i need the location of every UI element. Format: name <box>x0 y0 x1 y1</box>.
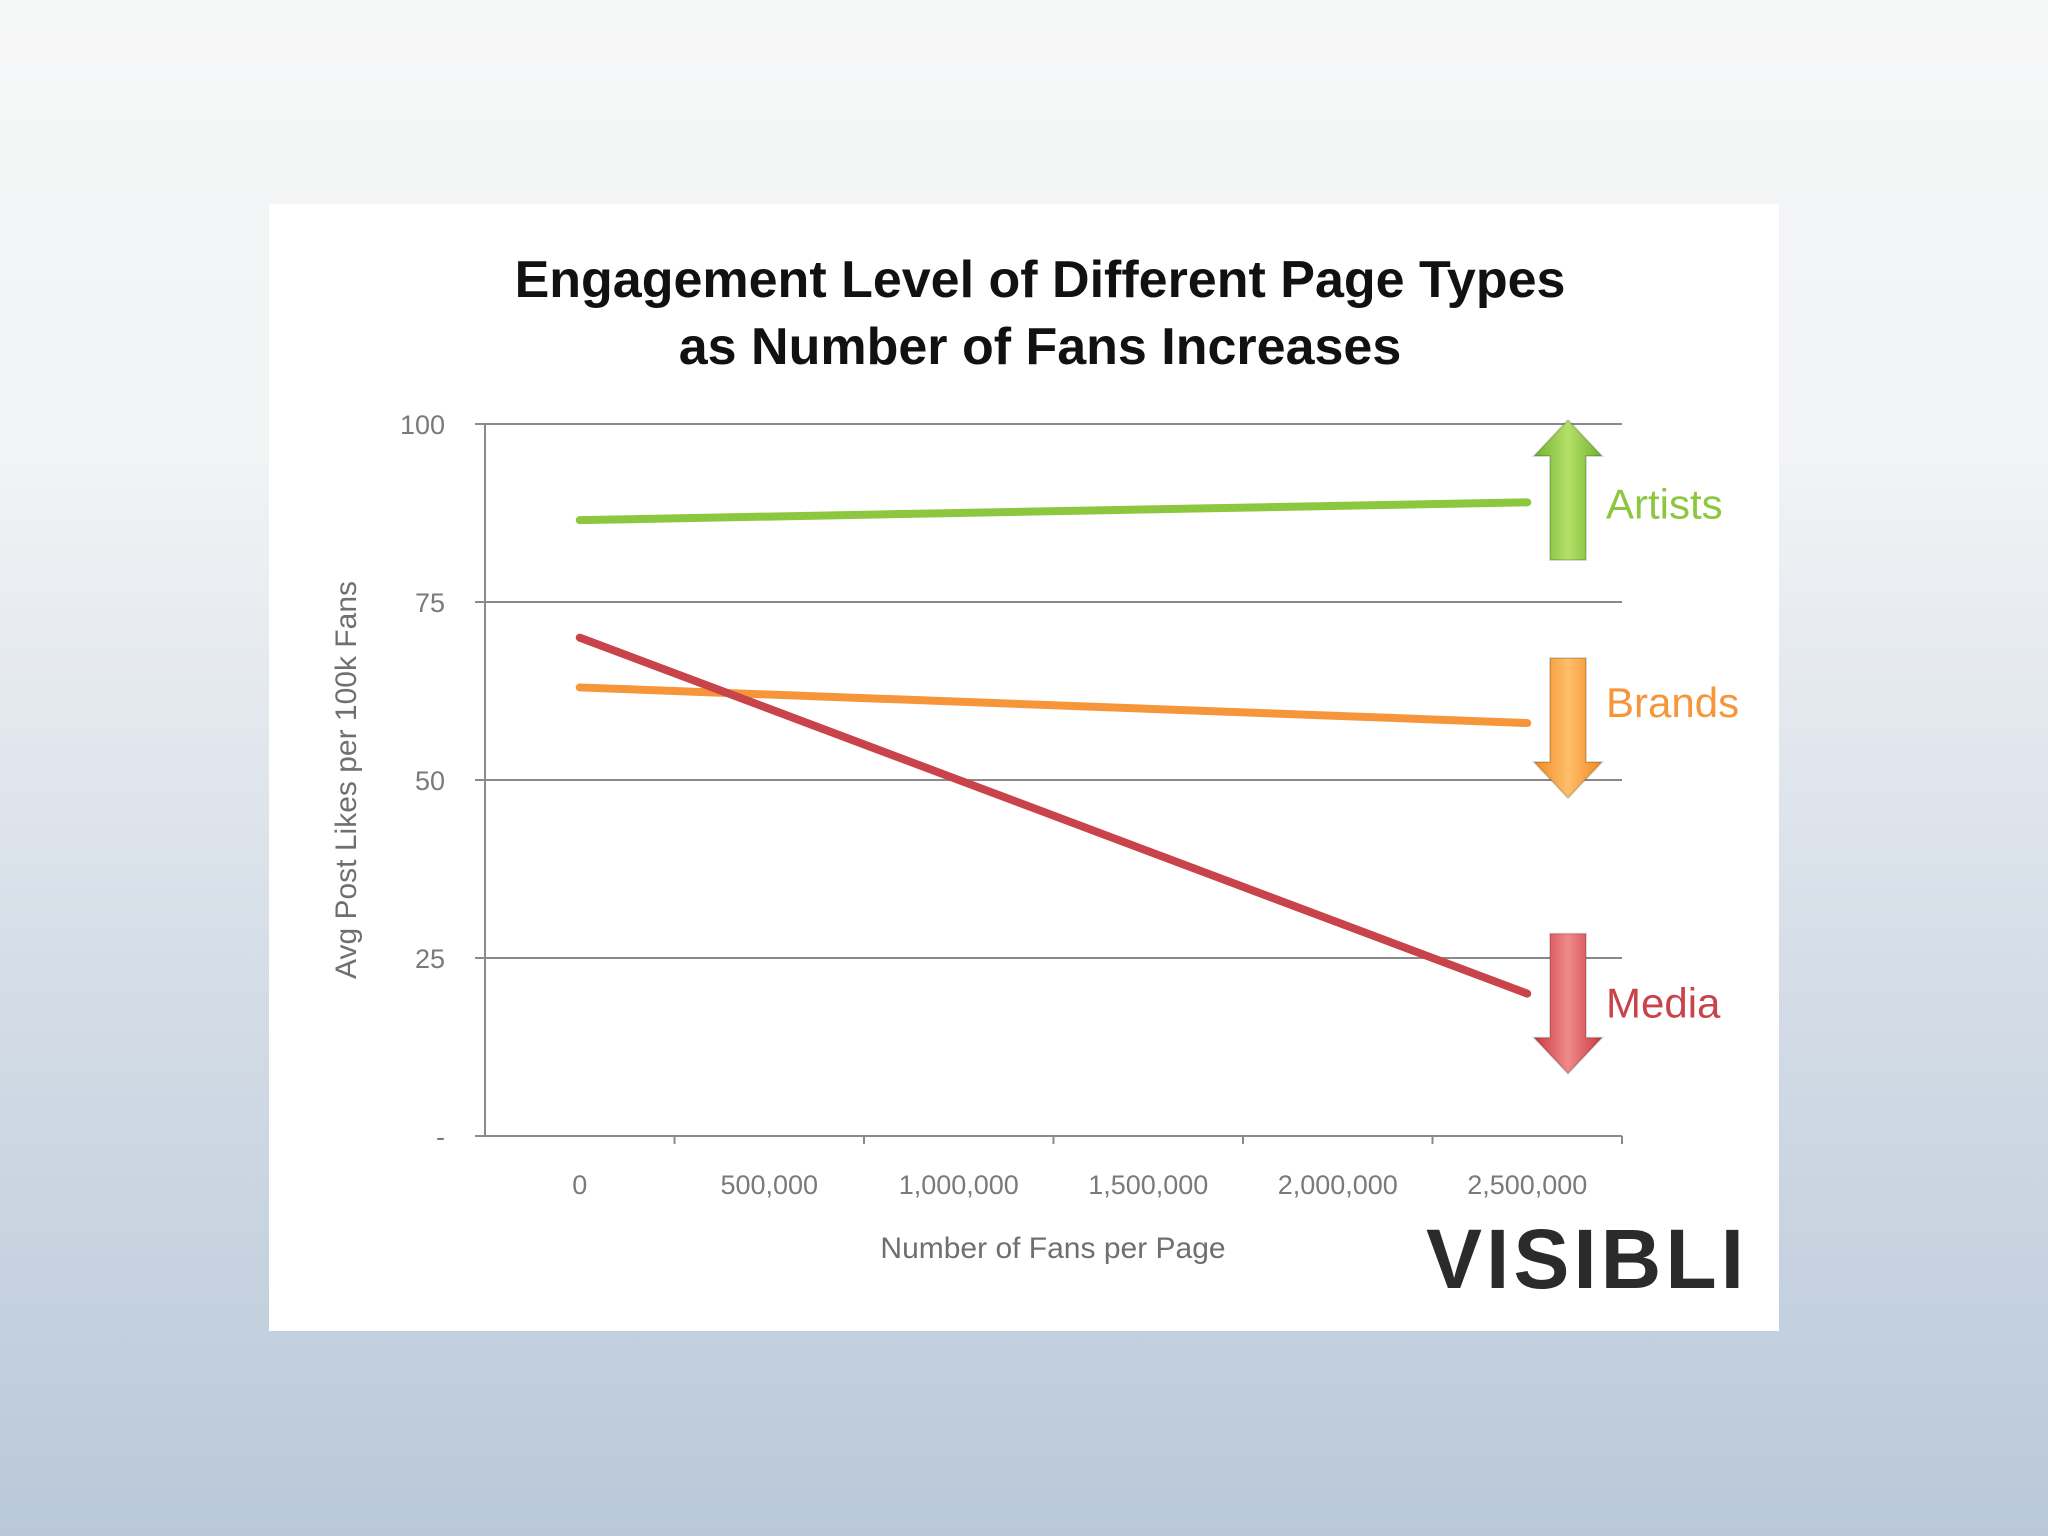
x-tick-labels: 0 500,000 1,000,000 1,500,000 2,000,000 2,500… <box>572 1170 1587 1200</box>
chart-title-line-1: Engagement Level of Different Page Types <box>515 251 1566 309</box>
series-line-artists <box>575 498 1532 525</box>
y-tick-label-50: 50 <box>415 766 445 796</box>
axes <box>475 423 1623 1144</box>
y-axis-label: Avg Post Likes per 100k Fans <box>330 581 363 979</box>
visibli-logo: VISIBLI <box>1426 1212 1748 1306</box>
x-tick-label-0: 0 <box>572 1170 587 1200</box>
series-lines <box>575 498 1532 998</box>
media-down-arrow-icon <box>1531 932 1605 1076</box>
x-tick-label-2000000: 2,000,000 <box>1278 1170 1398 1200</box>
y-tick-label-0: - <box>436 1122 445 1152</box>
series-line-media <box>575 633 1532 998</box>
y-tick-label-100: 100 <box>400 410 445 440</box>
brands-down-arrow-icon <box>1531 657 1605 800</box>
y-tick-label-25: 25 <box>415 944 445 974</box>
series-label-artists: Artists <box>1606 480 1723 527</box>
series-label-media: Media <box>1606 980 1721 1027</box>
chart-panel <box>269 204 1779 1331</box>
x-tick-label-1500000: 1,500,000 <box>1088 1170 1208 1200</box>
x-tick-label-1000000: 1,000,000 <box>899 1170 1019 1200</box>
chart-title-line-2: as Number of Fans Increases <box>679 318 1402 376</box>
x-tick-label-2500000: 2,500,000 <box>1467 1170 1587 1200</box>
artists-up-arrow-icon <box>1531 418 1605 561</box>
series-labels: Artists Brands Media <box>1606 480 1739 1026</box>
y-tick-label-75: 75 <box>415 588 445 618</box>
trend-arrows <box>1531 418 1605 1076</box>
x-tick-label-500000: 500,000 <box>720 1170 818 1200</box>
y-tick-labels: - 25 50 75 100 <box>400 410 445 1152</box>
series-label-brands: Brands <box>1606 679 1739 726</box>
x-axis-label: Number of Fans per Page <box>880 1232 1225 1265</box>
